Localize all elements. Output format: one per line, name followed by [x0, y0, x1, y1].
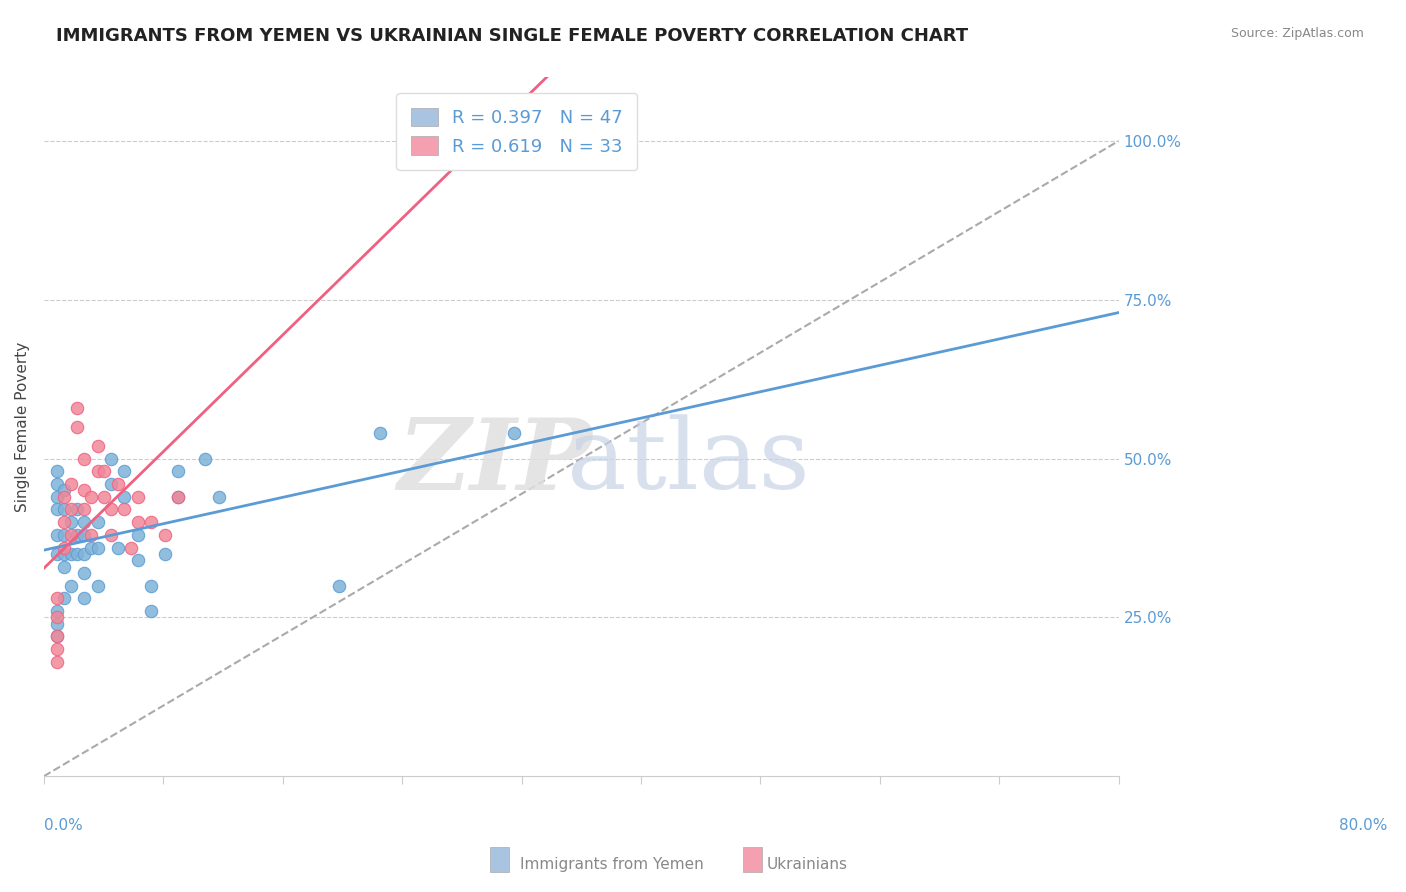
- Point: [167, 464, 190, 478]
- Point: [53, 483, 76, 498]
- Point: [167, 490, 190, 504]
- Point: [207, 490, 229, 504]
- Point: [66, 401, 89, 415]
- Point: [66, 547, 89, 561]
- Point: [73, 483, 96, 498]
- Point: [141, 515, 163, 529]
- Text: ZIP: ZIP: [398, 414, 593, 510]
- Point: [73, 591, 96, 606]
- Point: [167, 490, 190, 504]
- Point: [46, 655, 69, 669]
- Text: Source: ZipAtlas.com: Source: ZipAtlas.com: [1230, 27, 1364, 40]
- Point: [127, 490, 149, 504]
- Point: [46, 547, 69, 561]
- Point: [46, 591, 69, 606]
- Point: [127, 553, 149, 567]
- Point: [127, 528, 149, 542]
- Point: [59, 579, 82, 593]
- Point: [80, 528, 103, 542]
- Text: atlas: atlas: [568, 414, 810, 509]
- Point: [100, 477, 122, 491]
- Legend: R = 0.397   N = 47, R = 0.619   N = 33: R = 0.397 N = 47, R = 0.619 N = 33: [396, 94, 637, 170]
- Text: Immigrants from Yemen: Immigrants from Yemen: [520, 857, 704, 872]
- Point: [73, 566, 96, 580]
- Point: [53, 515, 76, 529]
- Point: [114, 464, 136, 478]
- Point: [66, 502, 89, 516]
- Point: [503, 426, 526, 441]
- Text: 80.0%: 80.0%: [1339, 818, 1388, 833]
- Point: [53, 559, 76, 574]
- Point: [100, 502, 122, 516]
- Point: [368, 426, 391, 441]
- Point: [93, 490, 115, 504]
- Point: [53, 528, 76, 542]
- Point: [59, 528, 82, 542]
- Point: [59, 502, 82, 516]
- Point: [46, 477, 69, 491]
- Point: [53, 547, 76, 561]
- Point: [86, 515, 108, 529]
- Point: [328, 579, 350, 593]
- Point: [107, 541, 129, 555]
- Point: [46, 629, 69, 643]
- Point: [86, 439, 108, 453]
- Point: [80, 541, 103, 555]
- Point: [86, 541, 108, 555]
- Point: [46, 616, 69, 631]
- Point: [53, 502, 76, 516]
- Point: [73, 451, 96, 466]
- Point: [46, 490, 69, 504]
- Y-axis label: Single Female Poverty: Single Female Poverty: [15, 342, 30, 512]
- Point: [59, 477, 82, 491]
- Point: [46, 642, 69, 657]
- Point: [100, 528, 122, 542]
- Point: [46, 610, 69, 624]
- Point: [59, 547, 82, 561]
- Point: [141, 579, 163, 593]
- Point: [53, 490, 76, 504]
- Point: [46, 604, 69, 618]
- Point: [120, 541, 142, 555]
- Point: [73, 547, 96, 561]
- Point: [46, 528, 69, 542]
- Point: [127, 515, 149, 529]
- Point: [46, 502, 69, 516]
- Point: [153, 528, 176, 542]
- Point: [93, 464, 115, 478]
- Point: [53, 541, 76, 555]
- Point: [80, 490, 103, 504]
- Point: [73, 502, 96, 516]
- Point: [114, 490, 136, 504]
- Point: [46, 629, 69, 643]
- Point: [66, 528, 89, 542]
- Point: [100, 451, 122, 466]
- Text: 0.0%: 0.0%: [44, 818, 83, 833]
- Point: [86, 464, 108, 478]
- Text: Ukrainians: Ukrainians: [766, 857, 848, 872]
- Point: [73, 515, 96, 529]
- Point: [194, 451, 217, 466]
- Point: [46, 464, 69, 478]
- Point: [59, 515, 82, 529]
- Point: [86, 579, 108, 593]
- Point: [53, 591, 76, 606]
- Point: [73, 528, 96, 542]
- Point: [114, 502, 136, 516]
- Point: [66, 419, 89, 434]
- Text: IMMIGRANTS FROM YEMEN VS UKRAINIAN SINGLE FEMALE POVERTY CORRELATION CHART: IMMIGRANTS FROM YEMEN VS UKRAINIAN SINGL…: [56, 27, 969, 45]
- Point: [153, 547, 176, 561]
- Point: [141, 604, 163, 618]
- Point: [409, 146, 432, 161]
- Point: [107, 477, 129, 491]
